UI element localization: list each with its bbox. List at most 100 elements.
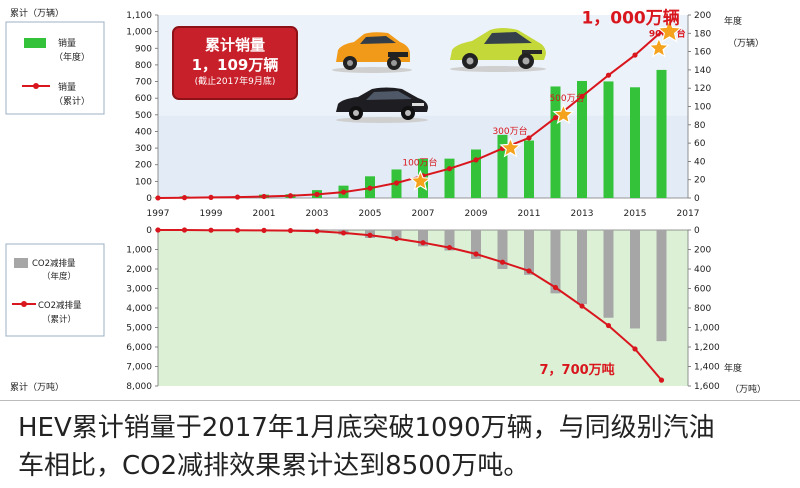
cumulative-co2-line xyxy=(158,229,663,381)
cumulative-co2-point xyxy=(499,259,506,265)
cumulative-co2-point xyxy=(208,227,214,233)
cumulative-sales-point xyxy=(261,193,267,200)
top-right-tick-label: 0 xyxy=(694,194,700,204)
hev-charts: 01002003004005006007008009001,0001,100累计… xyxy=(5,7,766,395)
top-legend-box xyxy=(5,21,105,115)
bottom-plot-area xyxy=(158,230,688,386)
bottom-left-tick-label: 8,000 xyxy=(126,382,152,392)
cumulative-sales-point xyxy=(446,166,453,172)
legend-swatch-annual-co2 xyxy=(14,258,28,268)
cumulative-sales-point xyxy=(181,195,188,201)
bottom-right-tick-label: 600 xyxy=(694,285,711,295)
cumulative-sales-point xyxy=(340,189,347,195)
bottom-right-axis-title: 年度 xyxy=(724,362,742,374)
caption-line-1: HEV累计销量于2017年1月底突破1090万辆，与同级别汽油 xyxy=(18,413,715,443)
milestone-label: 1，000万辆 xyxy=(581,8,679,29)
cumulative-co2-point xyxy=(632,346,638,352)
cumulative-sales-point xyxy=(208,194,214,201)
cumulative-co2-point xyxy=(473,251,479,257)
annual-co2-bar xyxy=(471,230,481,259)
cumulative-sales-point xyxy=(155,195,161,201)
legend-label-annual-sales: 销量 xyxy=(58,37,76,49)
cumulative-co2-point xyxy=(261,227,267,233)
bottom-right-tick-label: 800 xyxy=(694,304,711,314)
milestone-star xyxy=(499,136,522,158)
bottom-left-tick-label: 0 xyxy=(146,226,152,236)
cumulative-sales-point xyxy=(287,193,294,199)
bottom-left-tick-label: 4,000 xyxy=(126,304,152,314)
milestone-label: 500万台 xyxy=(549,92,584,104)
callout-title: 累计销量 xyxy=(204,36,265,54)
annual-sales-bar xyxy=(497,134,508,198)
top-left-tick-label: 600 xyxy=(135,94,152,104)
cumulative-co2-point xyxy=(314,228,320,234)
cumulative-sales-point xyxy=(367,185,373,191)
cumulative-co2-point xyxy=(155,227,161,233)
cumulative-co2-point xyxy=(605,322,612,329)
top-right-tick-label: 120 xyxy=(694,84,711,94)
x-tick-label: 2017 xyxy=(677,209,700,219)
cumulative-sales-point xyxy=(393,180,400,186)
callout-value: 1，109万辆 xyxy=(191,56,279,74)
cumulative-co2-point xyxy=(393,235,400,242)
annual-co2-bar xyxy=(418,230,428,247)
co2-total-label: 7，700万吨 xyxy=(540,362,615,378)
annual-co2-bar xyxy=(656,230,667,342)
top-right-tick-label: 180 xyxy=(694,29,711,39)
legend-label-cumulative-sales-sub: （累计） xyxy=(54,95,90,107)
bottom-left-tick-label: 3,000 xyxy=(126,285,152,295)
top-right-tick-label: 40 xyxy=(694,157,706,167)
x-tick-label: 2005 xyxy=(359,209,382,219)
top-right-tick-label: 20 xyxy=(694,176,706,186)
car-lexus-image xyxy=(336,87,428,123)
annual-co2-bar xyxy=(444,230,455,251)
cumulative-sales-point xyxy=(552,115,559,121)
cumulative-co2-point xyxy=(287,227,294,234)
top-left-tick-label: 900 xyxy=(135,44,152,54)
bottom-right-tick-label: 1,000 xyxy=(694,324,720,334)
milestone-star xyxy=(552,103,575,125)
car-prius-image xyxy=(450,28,546,72)
legend-label-cumulative-sales: 销量 xyxy=(58,81,76,93)
bottom-left-axis-title: 累计（万吨） xyxy=(10,381,64,393)
top-right-axis-unit: （万辆） xyxy=(728,37,764,49)
legend-marker-cumulative-sales xyxy=(33,83,39,89)
x-tick-label: 1997 xyxy=(147,209,170,219)
legend-label-annual-sales-sub: （年度） xyxy=(54,51,90,63)
callout-note: (截止2017年9月底) xyxy=(194,77,276,87)
x-tick-label: 1999 xyxy=(200,209,223,219)
bottom-left-tick-label: 6,000 xyxy=(126,343,152,353)
cumulative-co2-point xyxy=(367,232,373,238)
milestone-label: 100万台 xyxy=(402,156,437,168)
cumulative-co2-point xyxy=(526,268,532,274)
legend-label-cumulative-co2-sub: （累计） xyxy=(42,314,76,325)
annual-co2-bar xyxy=(603,230,614,318)
top-right-tick-label: 160 xyxy=(694,48,711,58)
top-left-tick-label: 100 xyxy=(135,177,152,187)
bottom-left-tick-label: 1,000 xyxy=(126,246,152,256)
bottom-right-tick-label: 1,200 xyxy=(694,343,720,353)
top-left-tick-label: 500 xyxy=(135,111,152,121)
cumulative-co2-point xyxy=(446,244,453,251)
bottom-right-tick-label: 1,600 xyxy=(694,382,720,392)
cumulative-sales-point xyxy=(632,52,638,58)
annual-sales-bar xyxy=(577,80,587,198)
top-right-axis-title: 年度 xyxy=(724,15,742,27)
annual-sales-bar xyxy=(656,69,667,199)
annual-co2-bar xyxy=(550,230,561,294)
milestone-star xyxy=(656,18,683,43)
annual-co2-bar xyxy=(524,230,534,275)
top-right-tick-label: 100 xyxy=(694,103,711,113)
bottom-left-tick-label: 7,000 xyxy=(126,363,152,373)
x-tick-label: 2001 xyxy=(253,209,276,219)
x-tick-label: 2015 xyxy=(624,209,647,219)
car-aqua-image xyxy=(332,32,412,73)
cumulative-sales-point xyxy=(579,93,585,99)
top-left-tick-label: 200 xyxy=(135,161,152,171)
top-left-tick-label: 700 xyxy=(135,78,152,88)
cumulative-sales-point xyxy=(605,72,612,78)
bottom-right-tick-label: 0 xyxy=(694,226,700,236)
cumulative-sales-point xyxy=(314,191,320,197)
legend-label-annual-co2-sub: （年度） xyxy=(42,271,76,282)
